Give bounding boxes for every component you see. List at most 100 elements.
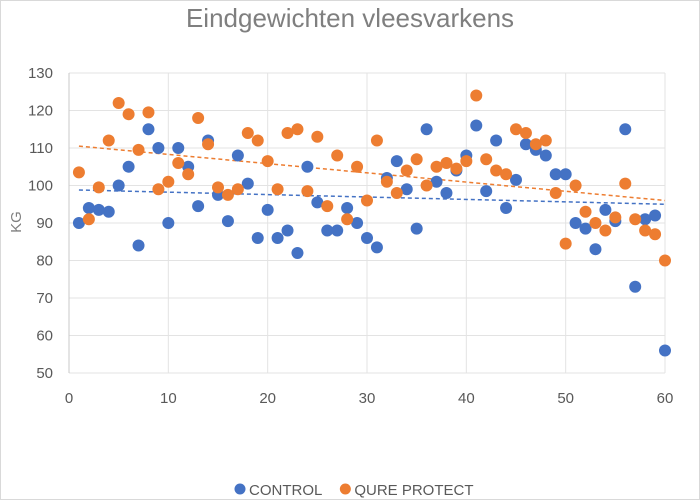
point-control xyxy=(490,134,503,147)
point-control xyxy=(231,149,244,162)
point-control xyxy=(132,239,145,252)
point-control xyxy=(370,241,383,254)
point-control xyxy=(321,224,334,237)
point-qure-protect xyxy=(370,134,383,147)
point-qure-protect xyxy=(420,179,433,192)
point-qure-protect xyxy=(301,185,314,198)
point-qure-protect xyxy=(72,166,85,179)
point-control xyxy=(579,222,592,235)
point-control xyxy=(112,179,125,192)
x-tick-label: 60 xyxy=(657,390,674,407)
point-control xyxy=(599,203,612,216)
point-qure-protect xyxy=(529,138,542,151)
x-tick-labels: 0 10 20 30 40 50 60 xyxy=(65,390,674,407)
point-qure-protect xyxy=(112,97,125,109)
gridlines xyxy=(68,72,666,374)
point-qure-protect xyxy=(102,134,115,147)
point-qure-protect xyxy=(132,143,145,156)
point-control xyxy=(241,177,254,190)
point-control xyxy=(539,149,552,162)
point-qure-protect xyxy=(549,187,562,199)
point-control xyxy=(172,142,185,154)
point-qure-protect xyxy=(430,160,443,173)
point-control xyxy=(311,196,324,209)
point-qure-protect xyxy=(440,157,453,169)
point-control xyxy=(440,187,453,199)
legend: CONTROL QURE PROTECT xyxy=(234,482,474,499)
point-control xyxy=(519,138,532,151)
point-control xyxy=(480,185,493,198)
point-control xyxy=(261,203,274,216)
point-control xyxy=(500,202,513,214)
x-tick-label: 40 xyxy=(458,390,475,407)
y-tick-label: 120 xyxy=(28,103,53,120)
point-qure-protect xyxy=(172,157,185,169)
y-axis-label: KG xyxy=(8,211,25,233)
x-tick-label: 10 xyxy=(160,390,177,407)
point-control xyxy=(649,209,662,222)
point-qure-protect xyxy=(321,200,334,213)
point-qure-protect xyxy=(380,175,393,188)
point-control xyxy=(162,217,175,229)
point-qure-protect xyxy=(569,179,582,192)
x-tick-label: 50 xyxy=(557,390,574,407)
point-control xyxy=(152,142,165,154)
point-qure-protect xyxy=(351,160,364,173)
legend-marker xyxy=(339,483,351,495)
point-qure-protect xyxy=(649,228,662,241)
point-qure-protect xyxy=(92,181,105,194)
y-tick-label: 50 xyxy=(36,365,53,382)
point-qure-protect xyxy=(519,127,532,139)
point-qure-protect xyxy=(291,123,304,136)
trendlines xyxy=(78,145,666,205)
point-control xyxy=(510,173,522,186)
y-tick-label: 70 xyxy=(36,290,53,307)
point-qure-protect xyxy=(659,254,671,267)
point-control xyxy=(341,202,354,214)
point-control xyxy=(470,119,483,132)
point-control xyxy=(400,183,413,196)
point-qure-protect xyxy=(470,89,483,102)
point-qure-protect xyxy=(500,168,513,181)
point-control xyxy=(221,215,234,228)
point-control xyxy=(142,123,155,136)
point-qure-protect xyxy=(281,127,294,139)
x-tick-label: 0 xyxy=(65,390,73,407)
legend-marker xyxy=(234,483,246,495)
point-qure-protect xyxy=(629,213,642,226)
point-qure-protect xyxy=(460,155,473,168)
point-control xyxy=(291,247,304,259)
y-tick-label: 90 xyxy=(36,215,53,232)
point-qure-protect xyxy=(361,194,373,207)
point-qure-protect xyxy=(182,168,195,181)
point-control xyxy=(420,123,433,136)
point-control xyxy=(351,217,364,229)
point-control xyxy=(639,213,652,226)
trendline-qure-protect xyxy=(78,145,666,202)
legend-label: QURE PROTECT xyxy=(354,482,473,499)
point-qure-protect xyxy=(82,213,95,226)
point-control xyxy=(92,203,105,216)
point-control xyxy=(361,232,373,244)
point-qure-protect xyxy=(490,164,503,177)
point-control xyxy=(281,224,294,237)
point-qure-protect xyxy=(331,149,344,162)
point-control xyxy=(410,222,423,235)
point-qure-protect xyxy=(271,183,284,196)
point-control xyxy=(430,175,443,188)
point-qure-protect xyxy=(241,127,254,139)
point-qure-protect xyxy=(202,138,215,151)
point-qure-protect xyxy=(400,164,413,177)
point-qure-protect xyxy=(589,217,602,229)
point-qure-protect xyxy=(609,211,622,224)
point-qure-protect xyxy=(510,123,522,136)
point-control xyxy=(549,168,562,181)
point-control xyxy=(390,155,403,168)
y-tick-labels: 50 60 70 80 90 100 110 120 130 xyxy=(28,65,53,382)
y-tick-label: 130 xyxy=(28,65,53,82)
x-tick-label: 20 xyxy=(259,390,276,407)
chart-title: Eindgewichten vleesvarkens xyxy=(186,3,514,33)
y-tick-label: 80 xyxy=(36,253,53,270)
